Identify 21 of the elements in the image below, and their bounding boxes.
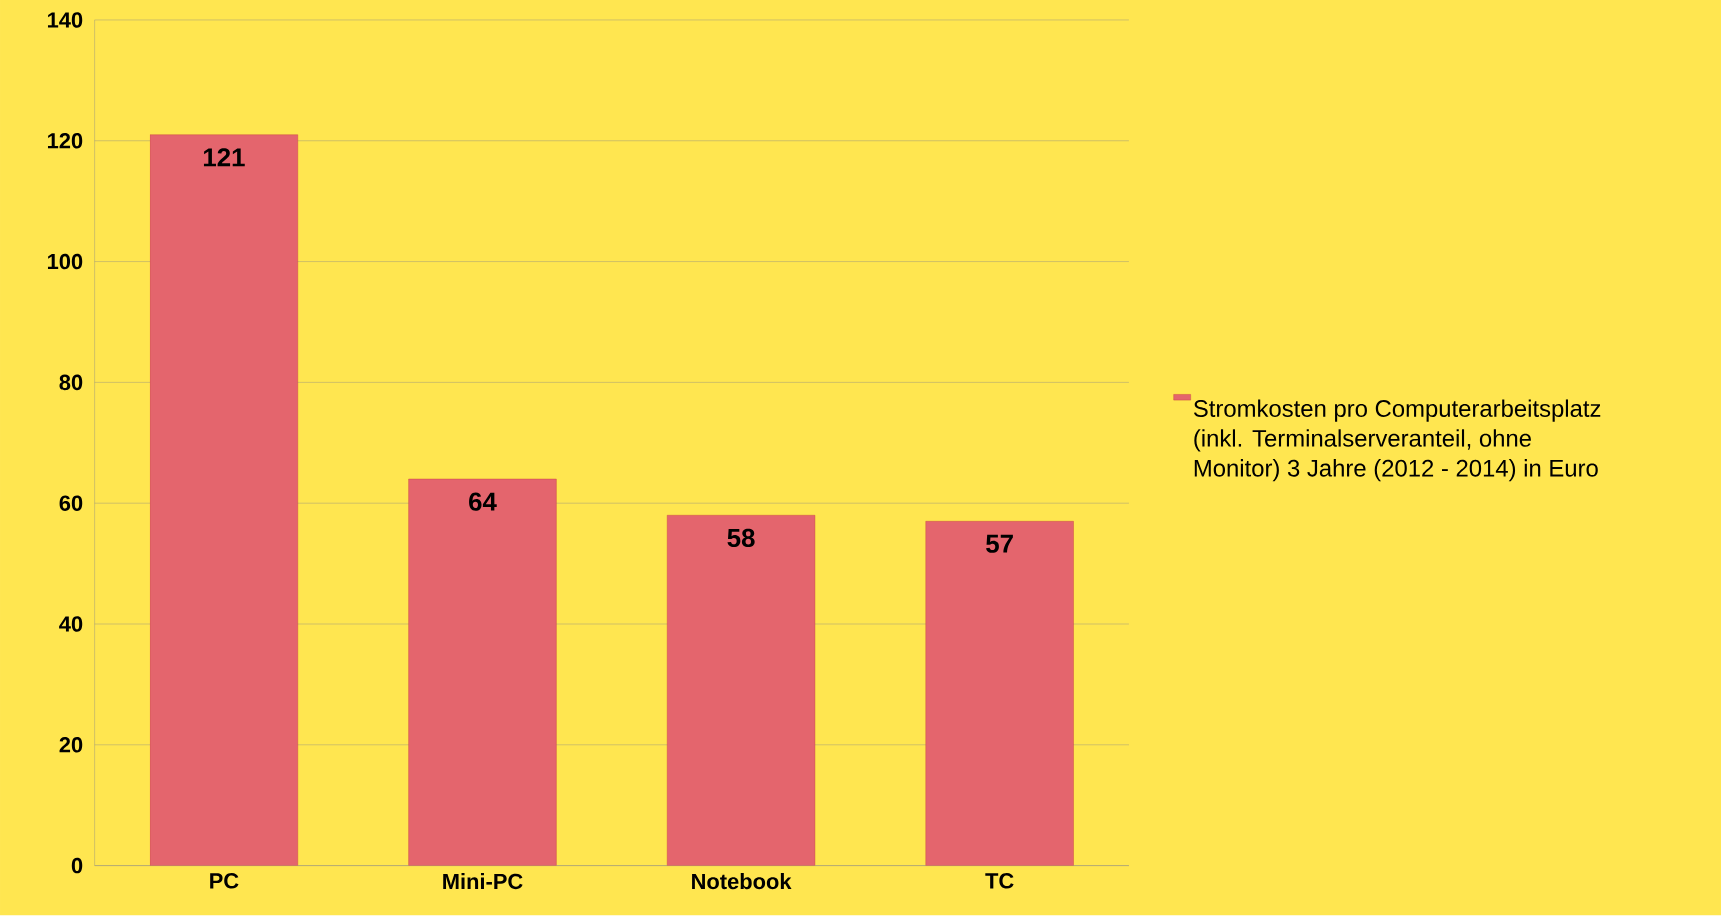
y-tick-label: 60 — [59, 495, 83, 512]
y-tick-label: 20 — [59, 737, 83, 753]
data-label: 64 — [469, 492, 497, 512]
x-tick-label: Notebook — [692, 873, 792, 890]
y-tick-label: 100 — [47, 254, 83, 270]
bar — [149, 134, 298, 866]
y-tick-label: 120 — [47, 133, 83, 149]
x-tick-label: Mini-PC — [443, 873, 523, 890]
y-tick-label: 140 — [47, 12, 83, 28]
legend-label: Stromkosten pro Computerarbeitsplatz (inkl. Terminalserveranteil, ohne Monitor) 3 Jahre (2012 - 2014) in Euro — [1193, 399, 1601, 482]
x-tick-label: TC — [985, 873, 1014, 889]
x-tick-label: PC — [210, 873, 239, 889]
data-label: 57 — [986, 535, 1013, 554]
y-tick-label: 0 — [71, 858, 83, 874]
data-label: 58 — [727, 528, 755, 548]
bar — [666, 515, 816, 866]
y-tick-label: 80 — [59, 374, 83, 391]
bar — [925, 521, 1074, 866]
data-label: 121 — [203, 148, 245, 167]
bar — [408, 479, 557, 866]
y-tick-label: 40 — [59, 616, 83, 632]
